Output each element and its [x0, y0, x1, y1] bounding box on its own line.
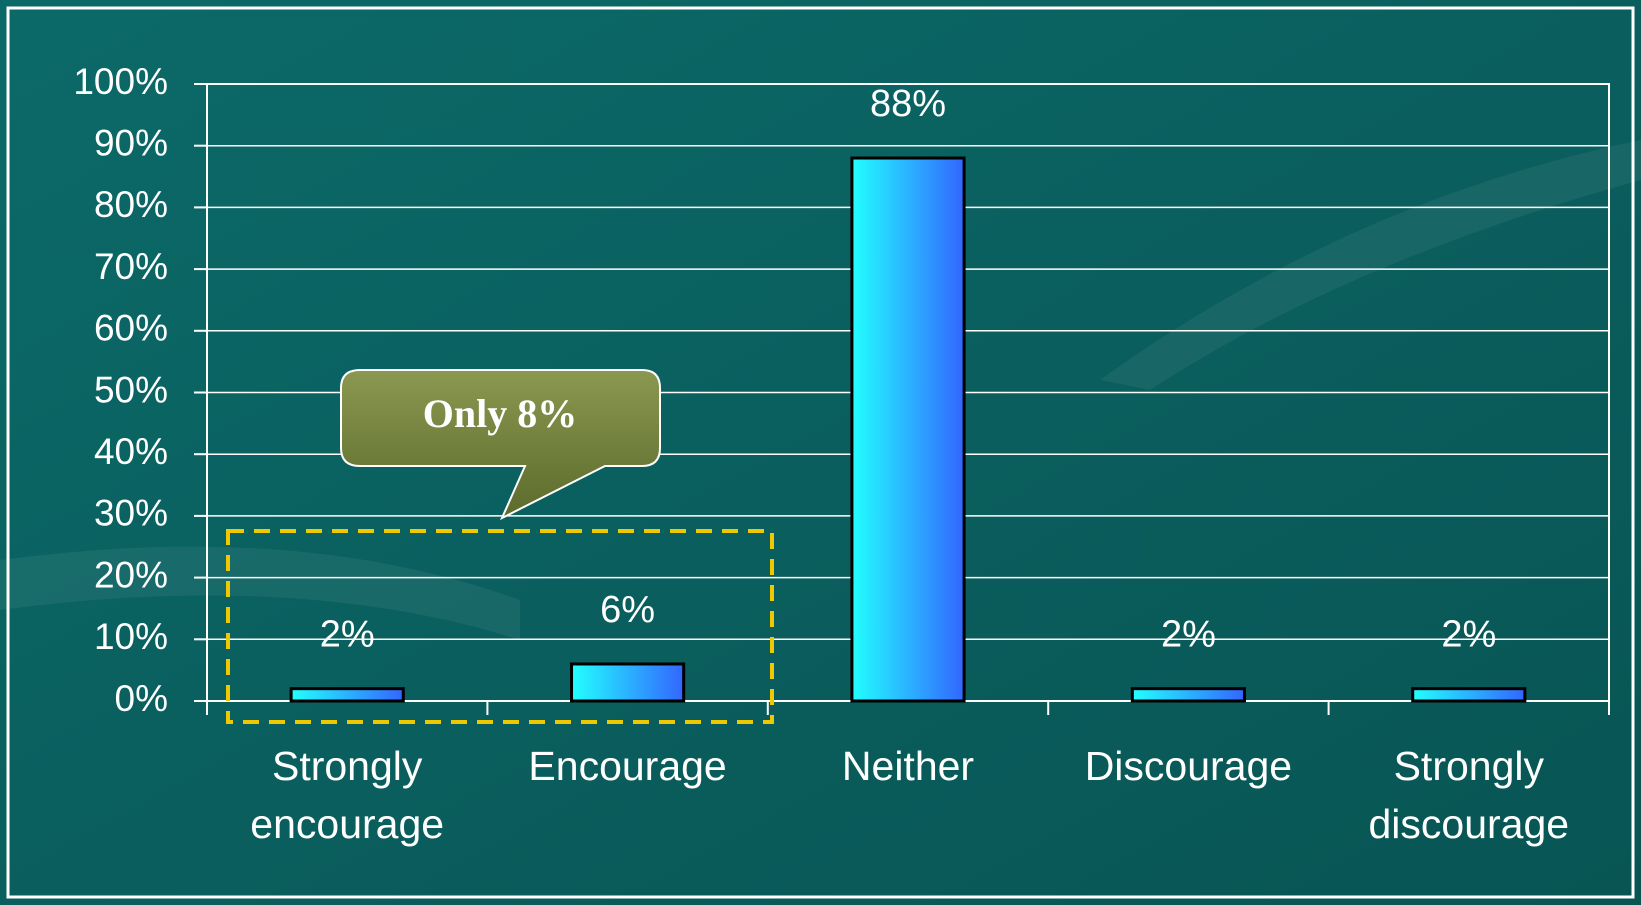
x-tick-label: Encourage	[528, 743, 726, 789]
decoration	[0, 546, 520, 640]
x-tick-label: Discourage	[1085, 743, 1292, 789]
y-tick-label: 40%	[94, 431, 168, 472]
y-tick-label: 90%	[94, 122, 168, 163]
y-tick-label: 60%	[94, 308, 168, 349]
highlight-box	[226, 529, 774, 724]
bar	[289, 687, 405, 703]
value-label: 88%	[870, 83, 946, 125]
bar	[850, 156, 966, 703]
bar	[1130, 687, 1246, 703]
x-tick-label: Strongly encourage	[250, 743, 444, 847]
bar	[1411, 687, 1527, 703]
x-tick-label: Neither	[842, 743, 974, 789]
callout	[340, 369, 661, 521]
y-tick-label: 70%	[94, 246, 168, 287]
y-tick-label: 50%	[94, 369, 168, 410]
y-tick-label: 80%	[94, 184, 168, 225]
bar	[570, 662, 686, 703]
y-tick-label: 0%	[115, 678, 168, 719]
value-label: 2%	[320, 614, 375, 656]
decoration	[1100, 140, 1641, 390]
y-tick-label: 20%	[94, 554, 168, 595]
y-tick-label: 100%	[73, 61, 168, 102]
frame	[6, 6, 1635, 899]
value-label: 2%	[1441, 614, 1496, 656]
y-tick-label: 10%	[94, 616, 168, 657]
value-label: 6%	[600, 589, 655, 631]
value-label: 2%	[1161, 614, 1216, 656]
y-tick-label: 30%	[94, 493, 168, 534]
x-tick-label: Strongly discourage	[1369, 743, 1570, 847]
marks: 0% 10% 20% 30% 40% 50% 60% 70% 80% 90% 100% Strongl…	[73, 61, 1610, 847]
annotation: Only 8%	[423, 391, 577, 436]
